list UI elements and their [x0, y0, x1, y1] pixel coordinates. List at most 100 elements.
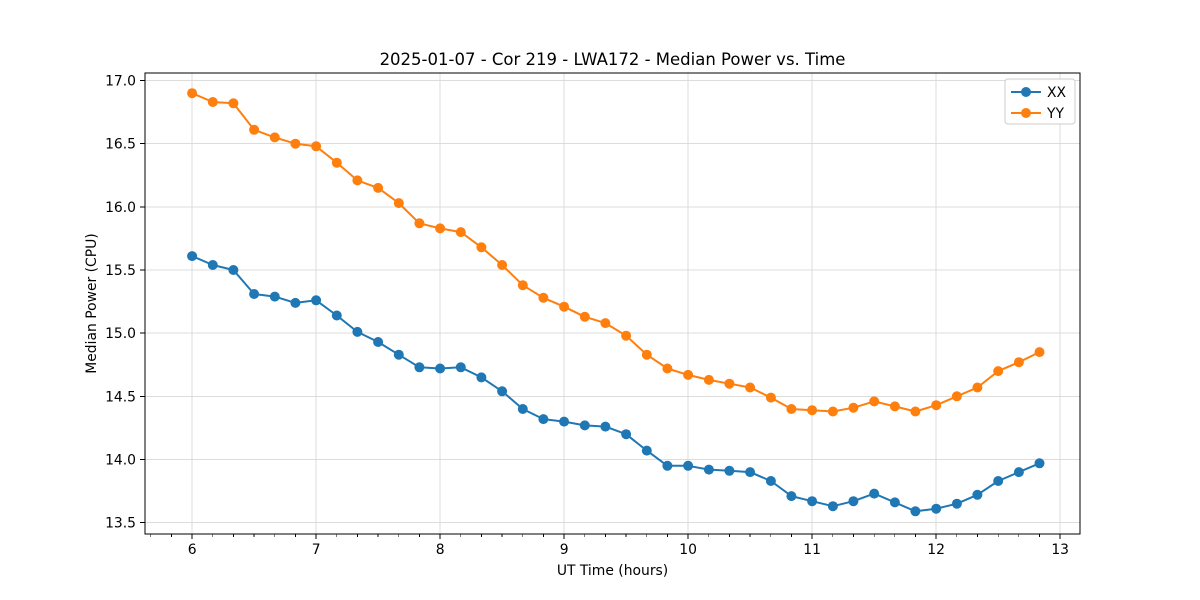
data-point-marker: [331, 157, 342, 168]
x-tick-label: 9: [560, 542, 569, 558]
legend-label: XX: [1047, 85, 1067, 101]
legend-sample-marker: [1021, 108, 1031, 118]
data-point-marker: [311, 141, 322, 152]
data-point-marker: [972, 489, 983, 500]
data-point-marker: [745, 382, 756, 393]
series-line-XX: [191, 255, 1040, 513]
data-point-marker: [579, 311, 590, 322]
data-point-marker: [269, 132, 280, 143]
data-point-marker: [621, 429, 632, 440]
legend-entry-YY: YY: [1011, 106, 1064, 122]
data-point-marker: [786, 491, 797, 502]
data-point-marker: [807, 496, 818, 507]
data-point-marker: [910, 506, 921, 517]
y-tick-label: 16.5: [105, 137, 136, 153]
data-point-marker: [621, 330, 632, 341]
data-point-marker: [807, 405, 818, 416]
data-point-marker: [1013, 357, 1024, 368]
x-tick-label: 7: [312, 542, 321, 558]
data-point-marker: [724, 465, 735, 476]
x-tick-label: 10: [679, 542, 697, 558]
data-point-marker: [538, 292, 549, 303]
data-point-marker: [311, 295, 322, 306]
data-point-marker: [931, 503, 942, 514]
data-point-marker: [269, 291, 280, 302]
data-point-marker: [249, 124, 260, 135]
data-point-marker: [745, 467, 756, 478]
data-point-marker: [889, 497, 900, 508]
x-tick-label: 6: [188, 542, 197, 558]
data-point-marker: [724, 378, 735, 389]
x-tick-label: 12: [927, 542, 945, 558]
data-point-marker: [993, 476, 1004, 486]
data-point-marker: [476, 372, 487, 383]
data-point-marker: [559, 416, 570, 427]
data-point-marker: [765, 476, 776, 486]
data-point-marker: [331, 310, 342, 321]
data-point-marker: [455, 362, 466, 373]
data-point-marker: [889, 401, 900, 412]
data-point-marker: [641, 445, 652, 456]
data-point-marker: [373, 182, 384, 193]
data-point-marker: [187, 251, 198, 262]
data-point-marker: [1013, 467, 1024, 478]
legend-entry-XX: XX: [1011, 85, 1067, 101]
grid: [145, 73, 1080, 534]
data-point-marker: [972, 382, 983, 393]
data-point-marker: [827, 406, 838, 417]
data-point-marker: [869, 488, 880, 499]
data-point-marker: [373, 337, 384, 347]
data-point-marker: [951, 498, 962, 509]
data-point-marker: [187, 88, 198, 99]
data-point-marker: [414, 218, 425, 229]
data-point-marker: [290, 138, 301, 149]
y-tick-label: 13.5: [105, 516, 136, 532]
legend-label: YY: [1046, 106, 1064, 122]
series-YY: [187, 88, 1045, 417]
data-point-marker: [435, 363, 446, 374]
data-point-marker: [1034, 458, 1045, 469]
data-point-marker: [951, 391, 962, 402]
data-point-marker: [786, 404, 797, 414]
data-point-marker: [931, 400, 942, 411]
data-point-marker: [683, 460, 694, 471]
series-XX: [187, 251, 1045, 517]
data-point-marker: [249, 289, 260, 299]
data-point-marker: [869, 396, 880, 407]
data-point-marker: [290, 297, 301, 308]
series-line-YY: [191, 92, 1040, 413]
data-point-marker: [579, 420, 590, 431]
plot-area: 6 7 8 9 10 11 12 13 13.5 14.0 14.5 15.0 15.5 16.0 16.5…: [105, 72, 1081, 558]
y-tick-label: 16.0: [105, 200, 136, 216]
data-point-marker: [703, 464, 714, 475]
chart-title: 2025-01-07 - Cor 219 - LWA172 - Median P…: [380, 50, 846, 69]
data-point-marker: [393, 198, 404, 209]
x-axis-label: UT Time (hours): [557, 563, 668, 579]
y-tick-label: 14.5: [105, 389, 136, 405]
y-axis-label: Median Power (CPU): [84, 233, 100, 373]
data-point-marker: [352, 326, 363, 337]
data-point-marker: [517, 404, 528, 414]
x-tick-label: 11: [803, 542, 821, 558]
data-point-marker: [703, 374, 714, 385]
data-point-marker: [765, 392, 776, 403]
y-tick-label: 17.0: [105, 74, 136, 90]
data-point-marker: [662, 460, 673, 471]
legend: XX YY: [1004, 78, 1076, 125]
data-point-marker: [476, 242, 487, 253]
data-point-marker: [414, 362, 425, 373]
data-point-marker: [538, 414, 549, 425]
legend-sample-marker: [1021, 87, 1031, 97]
data-point-marker: [641, 349, 652, 360]
data-point-marker: [497, 386, 508, 397]
data-point-marker: [352, 175, 363, 186]
data-point-marker: [848, 496, 859, 507]
data-point-marker: [848, 402, 859, 413]
data-point-marker: [393, 349, 404, 360]
data-point-marker: [207, 260, 218, 270]
data-point-marker: [600, 421, 611, 432]
y-tick-label: 15.0: [105, 326, 136, 342]
y-tick-label: 15.5: [105, 263, 136, 279]
